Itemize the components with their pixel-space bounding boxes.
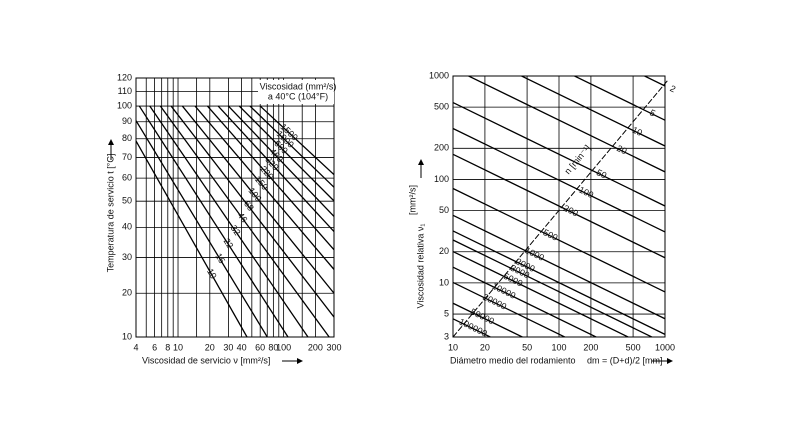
y-axis-unit: [mm²/s] <box>407 185 417 215</box>
y-tick-label: 40 <box>122 222 132 232</box>
y-tick-label: 50 <box>439 205 449 215</box>
y-tick-label: 500 <box>434 102 449 112</box>
x-tick-label: 500 <box>626 342 641 352</box>
y-tick-label: 5 <box>444 308 449 318</box>
series-line <box>259 105 334 176</box>
series-group <box>136 105 334 337</box>
series-line <box>136 139 248 337</box>
plot-frame <box>135 77 335 338</box>
series-line <box>453 302 524 337</box>
series-line <box>453 187 665 293</box>
y-tick-label: 100 <box>117 100 132 110</box>
plot-frame <box>452 75 666 338</box>
series-label: 10 <box>205 267 219 281</box>
series-line <box>453 214 665 320</box>
series-label: 22 <box>222 236 236 250</box>
y-axis-label: Viscosidad relativa ν₁ <box>415 224 425 309</box>
y-tick-label: 30 <box>122 252 132 262</box>
series-line <box>453 250 630 337</box>
series-line <box>453 153 665 259</box>
x-axis-label: Diámetro medio del rodamiento <box>450 355 576 365</box>
y-tick-label: 10 <box>439 277 449 287</box>
annotation: Viscosidad (mm²/s) <box>260 81 337 91</box>
x-tick-label: 4 <box>133 342 138 352</box>
series-line <box>181 105 334 295</box>
y-tick-label: 200 <box>434 143 449 153</box>
series-label: 20 <box>615 143 628 156</box>
y-tick-label: 90 <box>122 116 132 126</box>
x-tick-label: 8 <box>165 342 170 352</box>
series-line <box>453 318 492 337</box>
annotation-box <box>258 80 334 104</box>
series-line <box>453 281 567 337</box>
y-tick-label: 70 <box>122 152 132 162</box>
series-line <box>194 105 334 271</box>
series-line <box>138 105 289 337</box>
x-tick-label: 1000 <box>655 342 675 352</box>
annotation: a 40°C (104°F) <box>268 91 328 101</box>
x-tick-label: 100 <box>551 342 566 352</box>
series-line <box>227 105 334 218</box>
x-tick-label: 40 <box>237 342 247 352</box>
y-axis-label: Temperatura de servicio t [°C] <box>105 154 115 273</box>
series-line <box>453 127 665 233</box>
x-tick-label: 10 <box>173 342 183 352</box>
y-tick-label: 50 <box>122 196 132 206</box>
x-tick-label: 80 <box>268 342 278 352</box>
series-label: 50 <box>595 167 608 180</box>
series-line <box>453 239 654 337</box>
series-line <box>149 105 309 337</box>
y-tick-label: 100 <box>434 174 449 184</box>
series-line <box>217 105 334 233</box>
x-tick-label: 6 <box>152 342 157 352</box>
series-group <box>453 76 665 337</box>
series-line <box>136 119 268 337</box>
x-tick-label: 60 <box>255 342 265 352</box>
y-tick-label: 110 <box>118 86 132 96</box>
series-label: 10 <box>630 125 643 138</box>
x-tick-label: 300 <box>326 342 341 352</box>
series-line <box>249 105 334 189</box>
series-line <box>520 76 665 147</box>
y-tick-label: 1000 <box>429 70 449 80</box>
y-tick-label: 120 <box>117 72 132 82</box>
series-label: 32 <box>229 223 243 237</box>
x-tick-label: 20 <box>205 342 215 352</box>
y-tick-label: 20 <box>439 246 449 256</box>
series-line <box>159 105 330 337</box>
y-tick-label: 10 <box>122 331 132 341</box>
series-line <box>572 76 665 121</box>
series-label: 15 <box>213 251 227 265</box>
x-tick-label: 200 <box>583 342 598 352</box>
x-tick-label: 20 <box>480 342 490 352</box>
x-axis-label: Viscosidad de servicio ν [mm²/s] <box>142 355 270 365</box>
x-tick-label: 10 <box>448 342 458 352</box>
series-line <box>467 76 665 173</box>
x-tick-label: 50 <box>522 342 532 352</box>
x-tick-label: 100 <box>276 342 291 352</box>
series-line <box>453 101 665 207</box>
series-line <box>206 105 334 251</box>
x-tick-label: 30 <box>223 342 233 352</box>
series-line <box>453 266 598 337</box>
series-label: 2 <box>668 83 677 94</box>
series-label: 5 <box>648 107 657 118</box>
x-axis-formula: dm = (D+d)/2 [mm] <box>587 355 663 365</box>
y-tick-label: 80 <box>122 133 132 143</box>
series-label: 46 <box>236 210 250 224</box>
x-tick-label: 200 <box>308 342 323 352</box>
series-line <box>170 105 334 319</box>
series-label: 68 <box>242 199 256 213</box>
y-tick-label: 3 <box>444 331 449 341</box>
series-line <box>238 105 334 202</box>
series-line <box>453 230 665 335</box>
y-tick-label: 60 <box>122 172 132 182</box>
y-tick-label: 20 <box>122 288 132 298</box>
